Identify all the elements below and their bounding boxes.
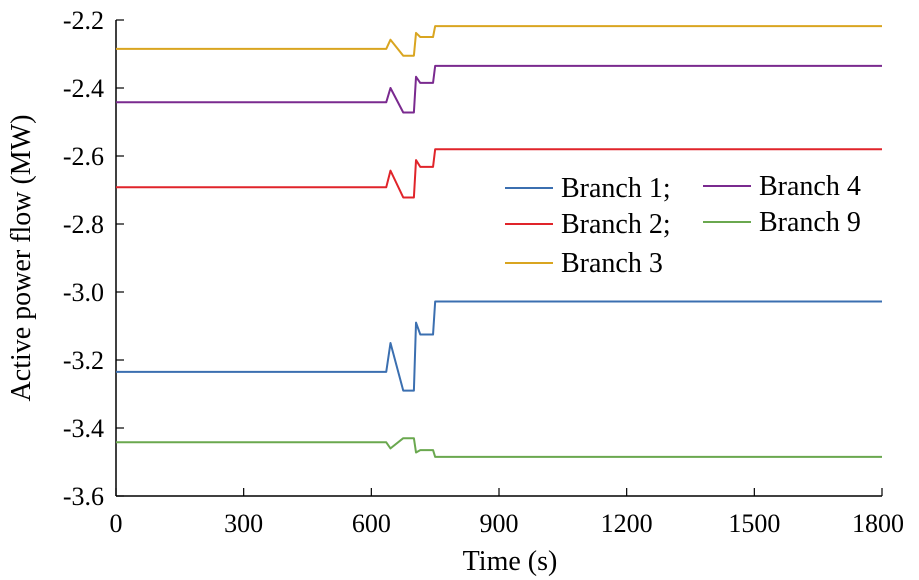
legend-label: Branch 1; (561, 173, 671, 204)
legend: Branch 1; Branch 2; Branch 3 Branch 4 Branch… (505, 171, 861, 279)
y-axis-title: Active power flow (MW) (6, 115, 37, 402)
y-tick-label: -2.2 (63, 6, 104, 35)
x-tick-label: 1200 (601, 509, 653, 538)
y-tick-label: -2.4 (63, 74, 104, 103)
axes (115, 20, 882, 497)
legend-label: Branch 2; (561, 209, 671, 240)
plot-lines (116, 25, 882, 458)
x-tick-label: 0 (110, 509, 123, 538)
x-tick-label: 600 (352, 509, 391, 538)
y-ticks: -2.2 -2.4 -2.6 -2.8 -3.0 -3.2 -3.4 -3.6 (63, 6, 124, 511)
y-tick-label: -3.4 (63, 414, 104, 443)
series-line-5 (116, 437, 882, 458)
x-ticks: 0 300 600 900 1200 1500 1800 (110, 488, 904, 538)
x-tick-label: 1500 (728, 509, 780, 538)
y-tick-label: -2.6 (63, 142, 104, 171)
y-tick-label: -3.0 (63, 278, 104, 307)
x-axis-title: Time (s) (463, 546, 558, 577)
x-tick-label: 300 (224, 509, 263, 538)
y-tick-label: -3.2 (63, 346, 104, 375)
legend-label: Branch 3 (561, 248, 663, 279)
legend-label: Branch 4 (759, 171, 861, 202)
legend-label: Branch 9 (759, 207, 861, 238)
x-tick-label: 1800 (852, 509, 904, 538)
series-line-4 (116, 64, 882, 114)
y-tick-label: -3.6 (63, 482, 104, 511)
x-tick-label: 900 (480, 509, 519, 538)
y-tick-label: -2.8 (63, 210, 104, 239)
series-line-3 (116, 25, 882, 57)
series-line-1 (116, 300, 882, 392)
series-line-2 (116, 148, 882, 199)
